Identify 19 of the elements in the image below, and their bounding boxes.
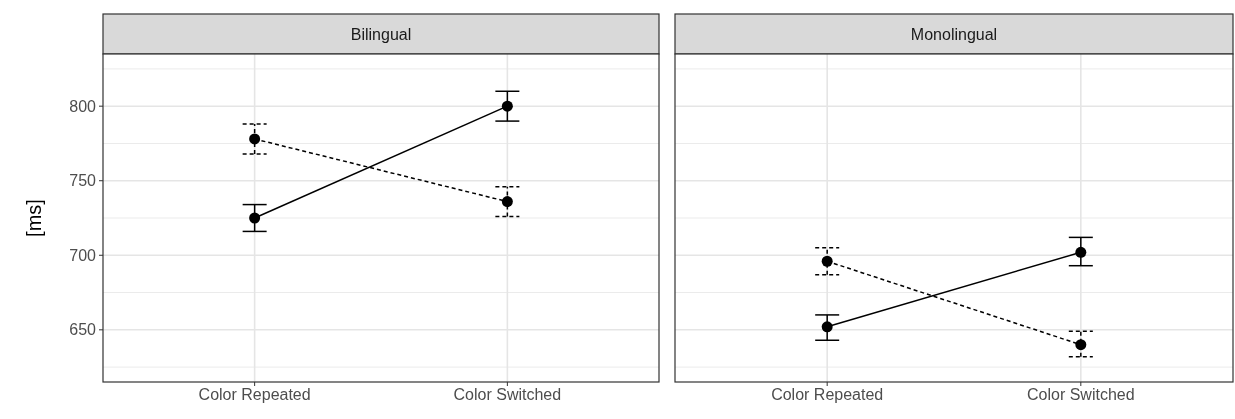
x-tick-label: Color Switched [1027, 386, 1135, 403]
y-tick-label: 650 [69, 321, 97, 339]
y-tick-label: 700 [69, 246, 97, 264]
point [249, 212, 261, 224]
point [821, 321, 833, 333]
x-tick-label: Color Repeated [771, 386, 884, 403]
point [1075, 339, 1087, 351]
point [501, 196, 513, 208]
x-tick-label: Color Repeated [198, 386, 311, 403]
point [249, 133, 261, 145]
point [821, 255, 833, 267]
x-tick-label: Color Switched [453, 386, 562, 403]
y-axis-title: [ms] [23, 199, 45, 237]
y-tick-label: 750 [69, 172, 97, 190]
point [1075, 246, 1087, 258]
y-tick-label: 800 [69, 97, 97, 115]
chart-title: Bilingual [350, 25, 412, 43]
chart-title: Monolingual [910, 25, 998, 43]
point [501, 100, 513, 112]
